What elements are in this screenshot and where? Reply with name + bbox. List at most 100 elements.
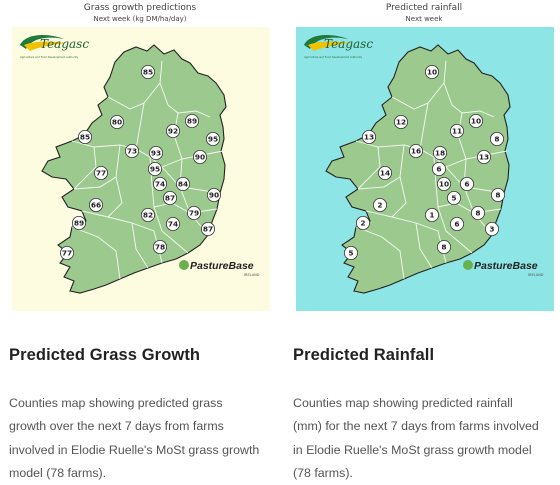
county-value-marker bbox=[94, 165, 109, 180]
teagasc-logo-tagline: Agriculture and Food Development Authori… bbox=[20, 55, 79, 59]
county-value-label: 13 bbox=[479, 153, 489, 162]
county-value-label: 95 bbox=[208, 135, 218, 144]
county-value-label: 18 bbox=[435, 149, 445, 158]
county-value-label: 85 bbox=[143, 68, 153, 77]
ireland-landmass bbox=[41, 44, 227, 294]
county-value-label: 82 bbox=[143, 211, 153, 220]
county-value-marker bbox=[175, 176, 190, 191]
county-border bbox=[73, 176, 117, 190]
pasturebase-logo-subtext: IRELAND bbox=[244, 273, 260, 277]
county-value-marker bbox=[344, 245, 359, 260]
county-value-marker bbox=[192, 150, 207, 165]
county-border bbox=[443, 60, 495, 118]
pasturebase-logo-text: PastureBase bbox=[190, 260, 254, 272]
grass-growth-map[interactable]: Teagasc Agriculture and Food Development … bbox=[12, 27, 270, 311]
county-value-label: 1 bbox=[429, 211, 434, 220]
map-title: Predicted rainfall bbox=[385, 3, 463, 13]
county-value-marker bbox=[476, 150, 491, 165]
county-border bbox=[391, 82, 445, 110]
county-value-label: 10 bbox=[439, 180, 449, 189]
teagasc-logo-text: Teagasc bbox=[40, 37, 89, 51]
county-value-marker bbox=[89, 197, 104, 212]
county-value-marker bbox=[140, 207, 155, 222]
county-value-marker bbox=[186, 205, 201, 220]
ireland-landmass bbox=[325, 44, 511, 294]
county-value-marker bbox=[436, 239, 451, 254]
county-border bbox=[153, 202, 218, 214]
county-value-marker bbox=[78, 130, 93, 145]
pasturebase-logo-subtext: IRELAND bbox=[528, 273, 544, 277]
map-title: Grass growth predictions bbox=[83, 3, 197, 13]
county-value-label: 74 bbox=[155, 180, 165, 189]
county-value-label: 16 bbox=[411, 147, 421, 156]
county-border bbox=[107, 82, 161, 110]
county-value-label: 12 bbox=[396, 118, 406, 127]
rainfall-map[interactable]: Teagasc Agriculture and Food Development … bbox=[296, 27, 554, 311]
county-value-marker bbox=[484, 221, 499, 236]
county-border bbox=[463, 158, 493, 236]
county-value-label: 84 bbox=[178, 180, 188, 189]
county-border bbox=[131, 222, 149, 269]
county-value-marker bbox=[449, 124, 464, 139]
county-value-label: 90 bbox=[209, 191, 219, 200]
county-value-marker bbox=[200, 221, 215, 236]
county-value-marker bbox=[125, 144, 140, 159]
county-value-marker bbox=[409, 144, 424, 159]
county-value-label: 66 bbox=[91, 201, 101, 210]
county-value-marker bbox=[470, 205, 485, 220]
county-value-marker bbox=[205, 132, 220, 147]
county-border bbox=[73, 146, 97, 190]
county-value-label: 90 bbox=[195, 153, 205, 162]
map-subtitle: Next week (kg DM/ha/day) bbox=[93, 15, 187, 23]
pasturebase-logo-icon bbox=[463, 260, 473, 270]
county-value-marker bbox=[147, 161, 162, 176]
card-description: Counties map showing predicted rainfall … bbox=[293, 396, 539, 480]
county-value-label: 95 bbox=[150, 165, 160, 174]
county-value-label: 93 bbox=[151, 149, 161, 158]
county-value-label: 87 bbox=[203, 225, 213, 234]
county-value-marker bbox=[165, 124, 180, 139]
county-value-label: 77 bbox=[96, 169, 106, 178]
county-value-marker bbox=[446, 190, 461, 205]
county-value-label: 89 bbox=[74, 219, 84, 228]
card-heading[interactable]: Predicted Grass Growth bbox=[9, 346, 201, 364]
county-value-label: 14 bbox=[380, 169, 390, 178]
pasturebase-logo-icon bbox=[179, 260, 189, 270]
county-value-marker bbox=[424, 207, 439, 222]
teagasc-logo-swoosh bbox=[24, 41, 66, 51]
county-value-marker bbox=[459, 176, 474, 191]
county-border bbox=[107, 144, 123, 218]
card-heading[interactable]: Predicted Rainfall bbox=[293, 346, 435, 364]
county-value-marker bbox=[449, 216, 464, 231]
county-value-label: 3 bbox=[489, 225, 494, 234]
county-value-marker bbox=[468, 114, 483, 129]
county-value-label: 74 bbox=[168, 220, 178, 229]
county-value-marker bbox=[184, 114, 199, 129]
county-value-marker bbox=[424, 65, 439, 80]
county-value-marker bbox=[489, 132, 504, 147]
teagasc-logo-text: Teagasc bbox=[324, 37, 373, 51]
county-value-marker bbox=[356, 215, 371, 230]
county-value-marker bbox=[362, 130, 377, 145]
county-value-marker bbox=[110, 115, 125, 130]
county-value-label: 2 bbox=[360, 219, 365, 228]
teagasc-logo-icon bbox=[304, 35, 348, 49]
county-border bbox=[391, 144, 407, 218]
county-value-marker bbox=[432, 146, 447, 161]
county-value-label: 78 bbox=[155, 243, 165, 252]
county-value-label: 8 bbox=[475, 209, 480, 218]
teagasc-logo-swoosh bbox=[308, 41, 350, 51]
county-value-label: 13 bbox=[364, 133, 374, 142]
county-value-label: 10 bbox=[427, 68, 437, 77]
county-value-label: 6 bbox=[454, 220, 459, 229]
county-value-marker bbox=[152, 176, 167, 191]
county-value-label: 5 bbox=[451, 194, 456, 203]
teagasc-logo-tagline: Agriculture and Food Development Authori… bbox=[304, 55, 363, 59]
county-border bbox=[71, 226, 121, 280]
county-value-label: 85 bbox=[80, 133, 90, 142]
county-value-marker bbox=[60, 245, 75, 260]
county-value-label: 8 bbox=[441, 243, 446, 252]
county-value-marker bbox=[72, 215, 87, 230]
county-value-marker bbox=[148, 146, 163, 161]
county-value-label: 89 bbox=[187, 117, 197, 126]
